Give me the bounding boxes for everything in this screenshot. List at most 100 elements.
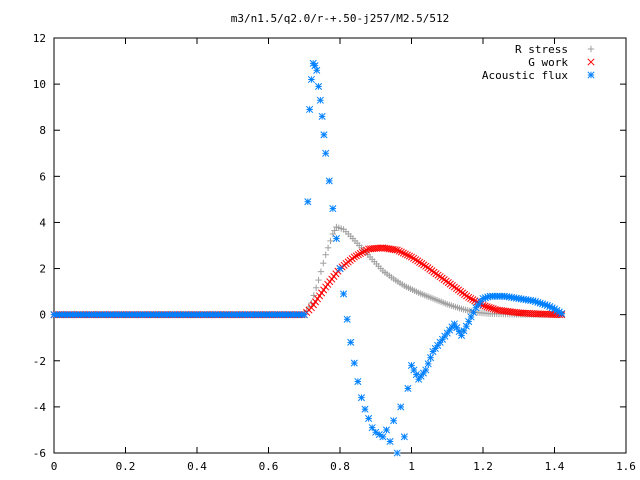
data-point (397, 403, 405, 411)
data-point (336, 265, 344, 273)
data-point (469, 296, 477, 304)
data-point (381, 244, 389, 252)
data-point (387, 245, 395, 253)
data-point (358, 248, 367, 256)
data-point (318, 289, 326, 297)
data-point (361, 405, 369, 413)
data-point (313, 66, 321, 74)
data-point (407, 253, 416, 261)
data-point (379, 244, 387, 252)
data-point (383, 244, 391, 253)
data-point (407, 361, 416, 369)
data-point (318, 112, 326, 120)
data-point (356, 250, 364, 258)
x-tick-label: 1.6 (616, 460, 636, 473)
y-tick-label: 8 (39, 124, 46, 137)
data-point (314, 82, 323, 90)
data-point (316, 96, 324, 104)
data-point (455, 328, 463, 336)
data-point (391, 246, 399, 254)
data-point (420, 261, 428, 269)
series-star (50, 59, 566, 457)
data-point (325, 177, 333, 185)
legend-label: R stress (515, 43, 568, 56)
legend-marker (587, 71, 595, 79)
data-point (427, 354, 435, 362)
data-point (375, 431, 383, 439)
data-point (558, 309, 566, 318)
data-point (363, 246, 371, 254)
data-point (405, 252, 414, 260)
x-tick-label: 0.4 (187, 460, 207, 473)
data-point (304, 198, 312, 206)
data-point (311, 62, 319, 70)
y-tick-label: 12 (33, 32, 46, 45)
x-tick-label: 1 (408, 460, 415, 473)
y-tick-label: -6 (33, 447, 46, 460)
data-point (422, 366, 430, 374)
y-tick-label: 4 (39, 216, 46, 229)
data-point (412, 256, 420, 264)
data-point (372, 428, 380, 436)
data-point (386, 437, 394, 446)
data-point (352, 252, 360, 260)
data-point (306, 105, 314, 114)
y-tick-label: 0 (39, 309, 46, 322)
data-point (481, 302, 489, 310)
data-point (553, 306, 561, 314)
data-point (316, 292, 324, 300)
plot-frame (53, 37, 627, 454)
data-point (416, 258, 424, 266)
data-point (409, 254, 418, 262)
data-point (400, 433, 408, 441)
data-point (307, 75, 315, 84)
data-point (340, 290, 348, 298)
data-point (555, 308, 563, 316)
data-point (322, 149, 330, 157)
data-point (350, 359, 358, 367)
data-point (320, 286, 328, 294)
y-tick-label: -2 (33, 355, 46, 368)
data-point (354, 251, 362, 259)
data-point (485, 303, 493, 311)
data-point (546, 303, 554, 311)
data-point (404, 384, 412, 392)
data-point (307, 304, 315, 312)
legend-label: Acoustic flux (482, 69, 568, 82)
data-point (357, 394, 366, 402)
data-point (403, 251, 411, 259)
data-point (397, 248, 405, 256)
data-point (389, 245, 397, 254)
data-point (489, 305, 497, 313)
data-point (332, 235, 340, 243)
legend-marker (587, 58, 595, 66)
data-point (354, 377, 362, 386)
data-point (465, 293, 473, 301)
x-tick-label: 1.2 (473, 460, 493, 473)
data-point (418, 260, 426, 268)
data-point (467, 294, 475, 303)
data-point (379, 433, 387, 441)
data-point (395, 247, 403, 255)
data-point (313, 295, 322, 303)
y-tick-label: 10 (33, 78, 46, 91)
data-point (424, 360, 432, 368)
data-point (412, 371, 420, 379)
data-point (543, 301, 551, 309)
data-point (360, 247, 369, 255)
legend-label: G work (528, 56, 568, 69)
data-point (393, 449, 401, 457)
axis-tick-labels: 0 0.2 0.4 0.6 0.8 1 1.2 1.4 1.6 -6 -4 -2 0 2 4 6 8 10 12 (33, 32, 636, 473)
data-point (385, 245, 393, 253)
data-point (393, 246, 401, 254)
data-point (487, 304, 495, 312)
axis-ticks (53, 37, 627, 454)
data-point (414, 257, 422, 265)
data-point (309, 301, 317, 309)
data-point (450, 320, 458, 328)
data-point (347, 338, 355, 346)
data-point (550, 305, 559, 313)
data-point (401, 250, 409, 258)
